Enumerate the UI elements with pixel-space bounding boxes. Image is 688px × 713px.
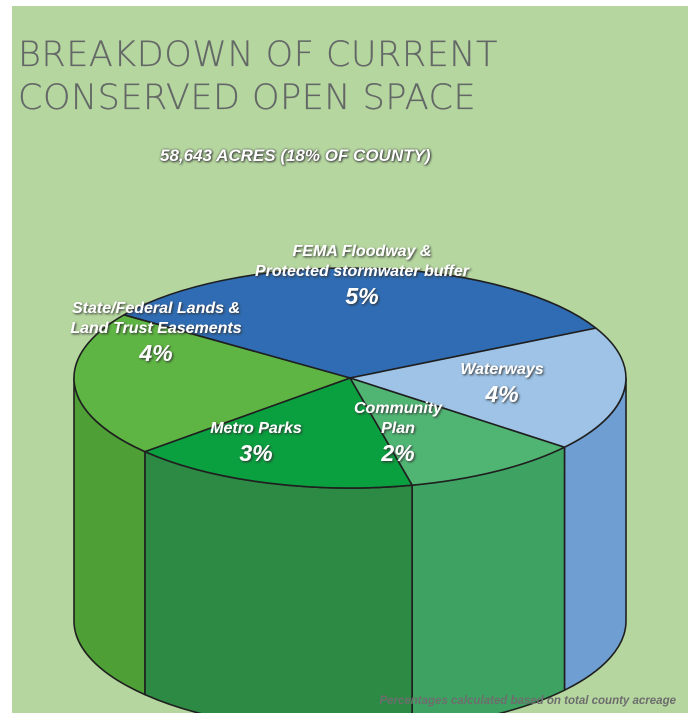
slice-value-1: 4% — [484, 381, 518, 407]
title-line-1: BREAKDOWN OF CURRENT — [18, 35, 498, 75]
page-title: BREAKDOWN OF CURRENT CONSERVED OPEN SPAC… — [18, 34, 498, 120]
pie-slice-1 — [349, 327, 627, 448]
slice-label-4-line-0: State/Federal Lands & — [72, 300, 240, 317]
pie-slice-2 — [349, 377, 566, 486]
title-line-2: CONSERVED OPEN SPACE — [18, 78, 477, 118]
pie-slice-4 — [73, 314, 351, 453]
slice-label-2-line-1: Plan — [381, 420, 415, 437]
pie-slice-0 — [123, 267, 597, 379]
footnote: Percentages calculated based on total co… — [379, 695, 676, 707]
pie-side-2 — [411, 446, 566, 713]
pie-labels: FEMA Floodway & Protected stormwater buff… — [70, 243, 543, 466]
chart-subtitle: 58,643 ACRES (18% OF COUNTY) — [160, 146, 431, 165]
slice-label-1-line-0: Waterways — [460, 361, 543, 378]
slice-label-0-line-0: FEMA Floodway & — [293, 243, 432, 260]
slice-label-0-line-1: Protected stormwater buffer — [255, 263, 470, 280]
slice-value-2: 2% — [380, 440, 414, 466]
slice-label-3-line-0: Metro Parks — [210, 420, 302, 437]
slice-label-2-line-0: Community — [354, 400, 443, 417]
slice-label-4-line-1: Land Trust Easements — [70, 320, 241, 337]
pie-tops — [73, 267, 627, 489]
pie-slice-3 — [144, 377, 413, 489]
slice-value-3: 3% — [239, 440, 272, 466]
slice-value-4: 4% — [138, 340, 172, 366]
slice-value-0: 5% — [345, 283, 378, 309]
pie-side-3 — [144, 450, 413, 713]
